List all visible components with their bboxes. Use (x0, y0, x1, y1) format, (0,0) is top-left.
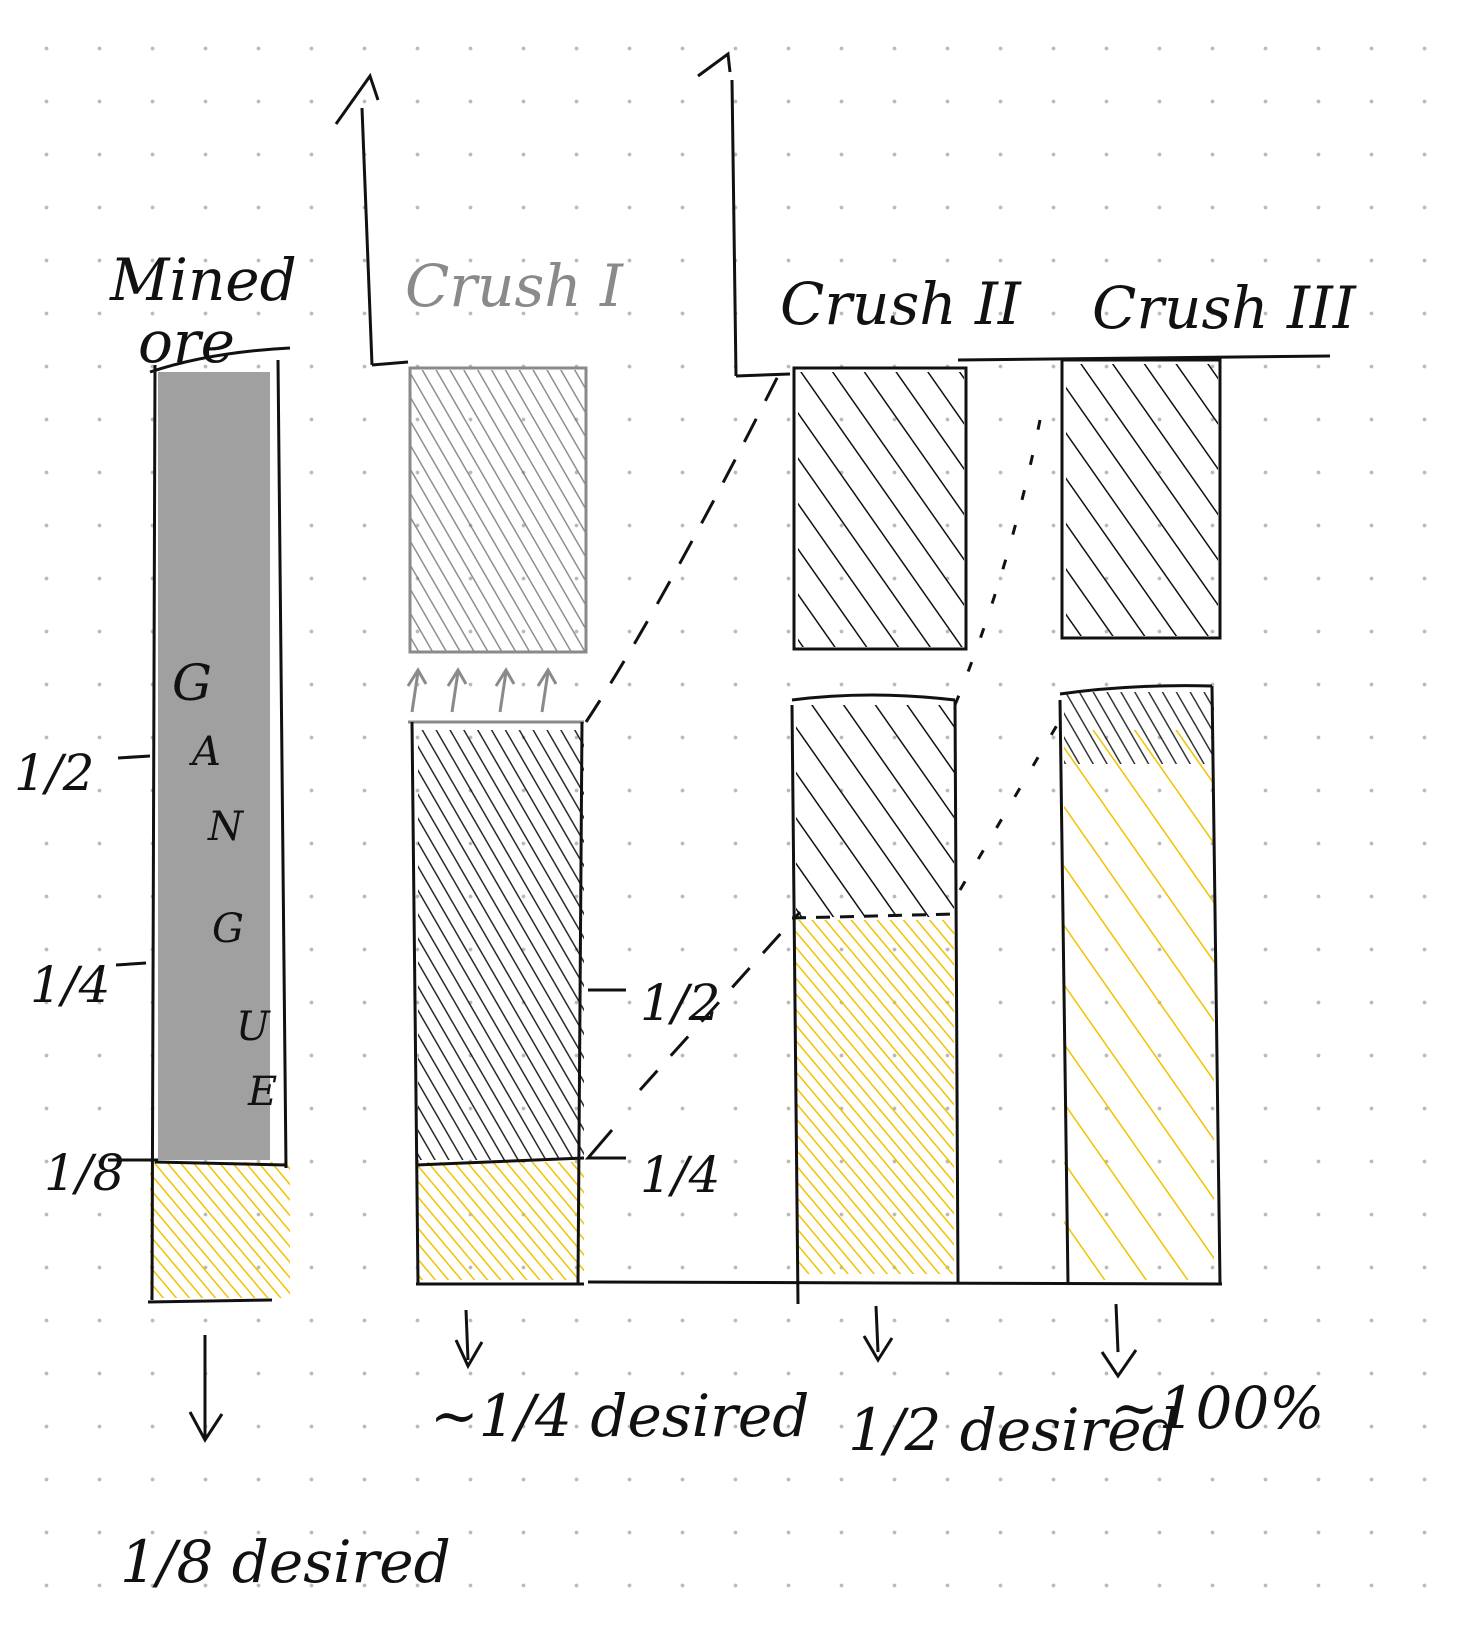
crush-1-stage: Crush I 1/2 1/4 ~1/4 desired (334, 72, 809, 1450)
connector-lines (584, 371, 802, 1092)
crush-2-title: Crush II (780, 270, 1022, 338)
crush-2-stage: Crush II 1/2 desired (697, 51, 1179, 1464)
crush-1-title: Crush I (405, 252, 624, 320)
arrow-up-row-icon (406, 667, 558, 713)
mined-ore-label-quarter: 1/4 (30, 956, 110, 1014)
gangue-region (158, 372, 270, 1160)
desired-mineral-region (150, 1162, 290, 1298)
crush-3-title: Crush III (1092, 274, 1357, 342)
mined-ore-title-line1: Mined (109, 246, 297, 314)
arrow-down-icon (454, 1339, 484, 1370)
mined-ore-title-line2: ore (138, 308, 235, 376)
gangue-letter-n: N (207, 804, 245, 850)
mined-ore-label-eighth: 1/8 (44, 1144, 124, 1202)
gangue-letter-a: A (188, 729, 221, 775)
crush-1-result: ~1/4 desired (430, 1382, 809, 1450)
crush-3-result: ~100% (1110, 1374, 1324, 1442)
arrow-down-icon (188, 1411, 224, 1443)
mined-ore-label-half: 1/2 (14, 744, 94, 802)
gangue-letter-g1: G (172, 654, 212, 712)
crush-1-label-half: 1/2 (640, 974, 720, 1032)
base-line (587, 1280, 1223, 1286)
crush-2-result: 1/2 desired (848, 1396, 1179, 1464)
mined-ore-result: 1/8 desired (120, 1528, 451, 1596)
arrow-down-icon (1100, 1349, 1138, 1379)
connector-lines-dotted (953, 419, 1062, 891)
arrow-up-icon (697, 51, 732, 78)
gangue-letter-u: U (236, 1004, 271, 1050)
gangue-letter-e: E (247, 1069, 277, 1115)
crush-1-label-quarter: 1/4 (640, 1146, 720, 1204)
crush-3-stage: Crush III ~100% (957, 274, 1357, 1442)
arrow-up-icon (334, 72, 380, 125)
gangue-letter-g2: G (212, 906, 244, 952)
arrow-down-icon (862, 1335, 894, 1363)
mined-ore-column: Mined ore G A N G U E 1/2 1/4 1/8 1/8 de… (14, 246, 451, 1596)
